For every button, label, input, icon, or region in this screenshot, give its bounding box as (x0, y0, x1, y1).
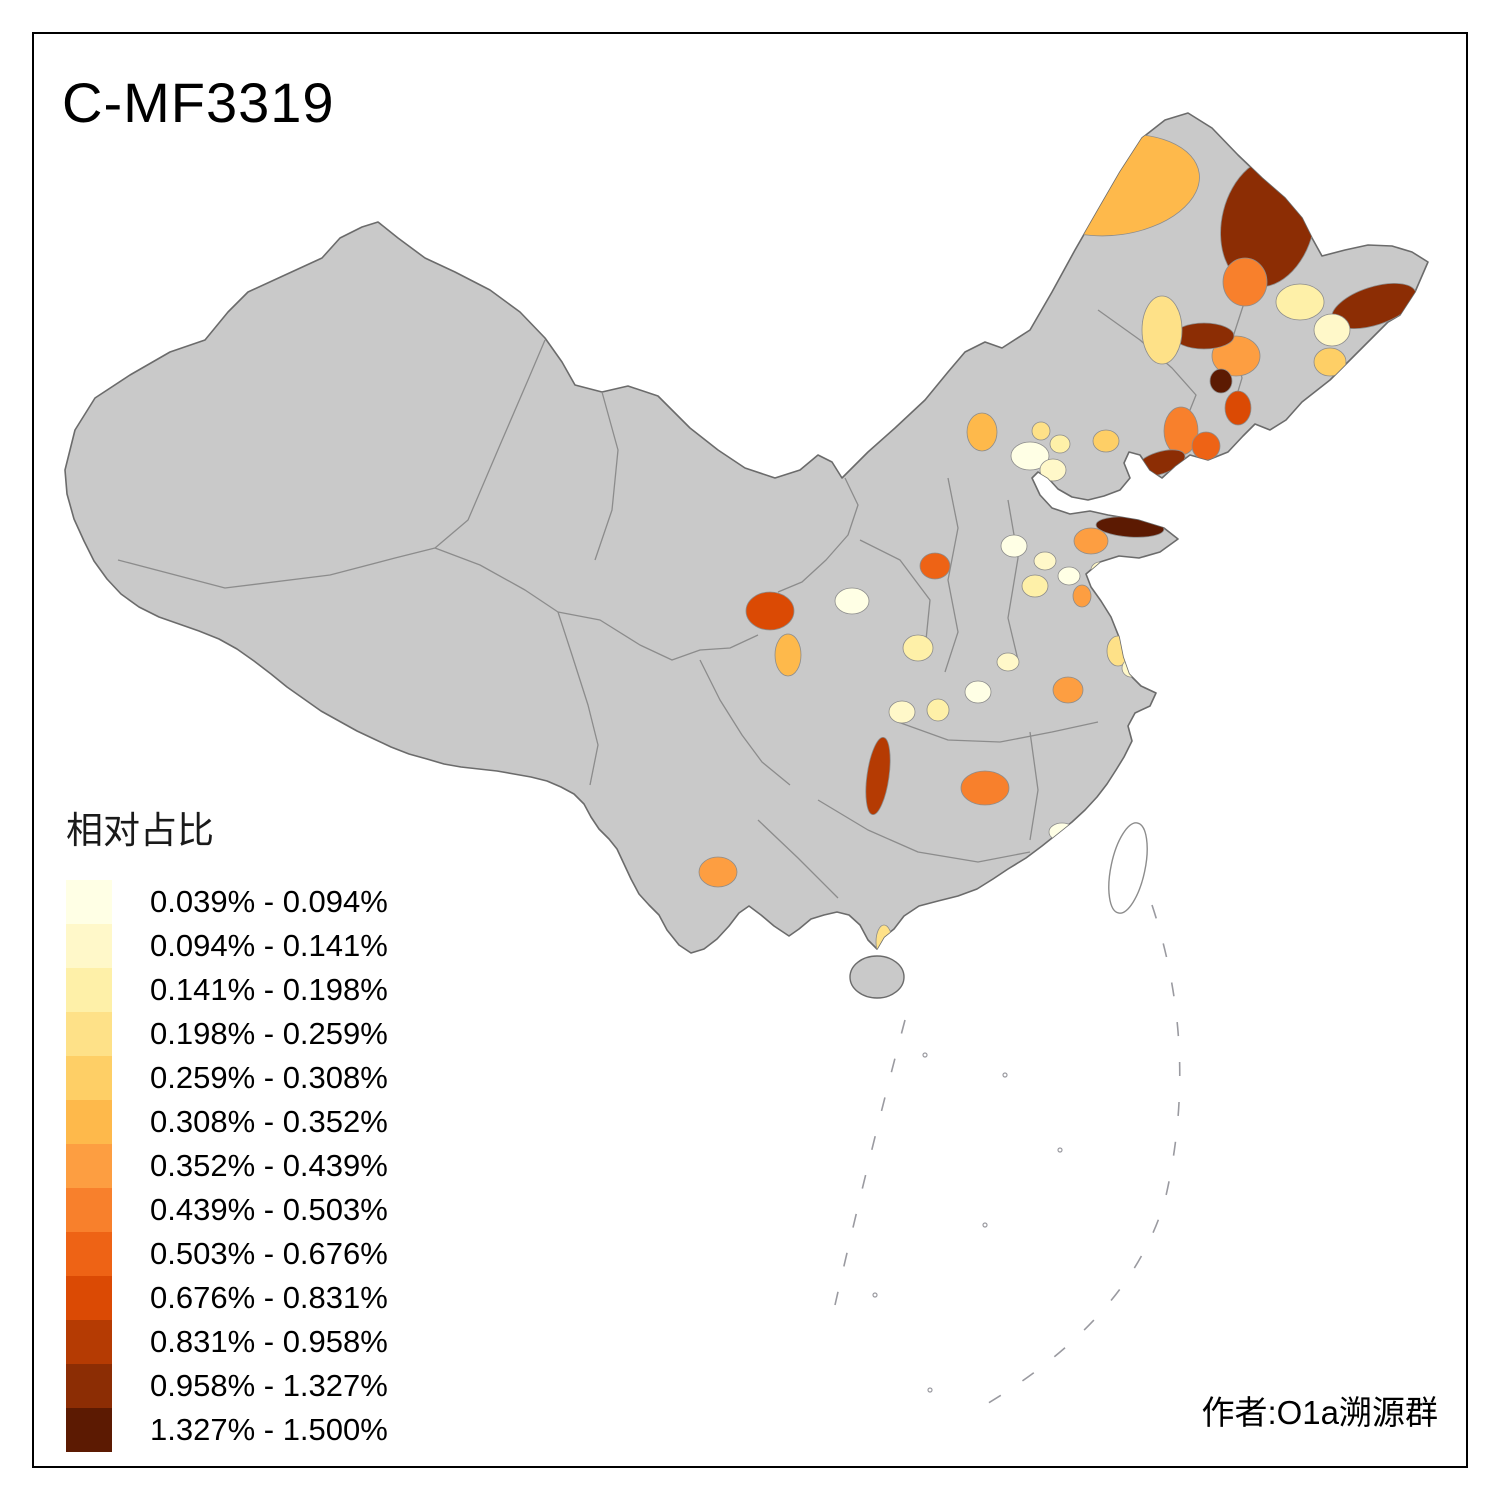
legend-label: 0.352% - 0.439% (150, 1148, 388, 1183)
map-region (866, 390, 894, 434)
legend-swatch (66, 968, 112, 1012)
map-region (1057, 566, 1081, 586)
map-region (1072, 584, 1092, 608)
map-region (1052, 676, 1084, 704)
legend-label: 0.198% - 0.259% (150, 1016, 388, 1051)
map-region (1209, 368, 1233, 394)
map-region (1275, 283, 1325, 321)
legend-swatch (66, 880, 112, 924)
legend-swatch (66, 1188, 112, 1232)
map-region (774, 633, 802, 677)
map-region (1224, 390, 1252, 426)
map-title: C-MF3319 (62, 71, 335, 134)
map-region (902, 634, 934, 662)
map-region (1191, 431, 1221, 461)
legend-swatch (66, 1100, 112, 1144)
legend-label: 0.831% - 0.958% (150, 1324, 388, 1359)
map-region (964, 680, 992, 704)
legend-items: 0.039% - 0.094% 0.094% - 0.141% 0.141% - 0… (66, 880, 486, 1452)
legend-swatch (66, 1144, 112, 1188)
legend-title: 相对占比 (66, 810, 214, 851)
legend-swatch (66, 1364, 112, 1408)
legend-label: 0.958% - 1.327% (150, 1368, 388, 1403)
map-region (1173, 322, 1235, 350)
legend-item: 1.327% - 1.500% (66, 1408, 486, 1452)
legend-item: 0.503% - 0.676% (66, 1232, 486, 1276)
map-region (966, 412, 998, 452)
legend-item: 0.958% - 1.327% (66, 1364, 486, 1408)
legend-label: 1.327% - 1.500% (150, 1412, 388, 1447)
legend-item: 0.831% - 0.958% (66, 1320, 486, 1364)
map-region (865, 736, 891, 816)
legend-label: 0.039% - 0.094% (150, 884, 388, 919)
legend-item: 0.198% - 0.259% (66, 1012, 486, 1056)
legend-label: 0.676% - 0.831% (150, 1280, 388, 1315)
legend: 相对占比 0.039% - 0.094% 0.094% - 0.141% 0.141… (66, 800, 486, 1452)
legend-item: 0.141% - 0.198% (66, 968, 486, 1012)
map-region (1090, 561, 1110, 579)
map-region (919, 552, 951, 580)
map-region (834, 587, 870, 615)
attribution-text: 作者:O1a溯源群 (1201, 1394, 1438, 1431)
legend-swatch (66, 1056, 112, 1100)
legend-swatch (66, 1408, 112, 1452)
legend-item: 0.352% - 0.439% (66, 1144, 486, 1188)
map-region (875, 924, 893, 953)
map-region (1000, 534, 1028, 558)
legend-item: 0.039% - 0.094% (66, 880, 486, 924)
map-region (1039, 458, 1067, 482)
map-region (1092, 429, 1120, 453)
legend-label: 0.259% - 0.308% (150, 1060, 388, 1095)
map-region (1313, 347, 1347, 377)
legend-swatch (66, 1232, 112, 1276)
map-region (1049, 434, 1071, 454)
legend-item: 0.676% - 0.831% (66, 1276, 486, 1320)
south-sea-islets (872, 1052, 1063, 1393)
hainan-island (849, 955, 905, 999)
map-region (698, 856, 738, 888)
legend-label: 0.308% - 0.352% (150, 1104, 388, 1139)
map-region (926, 698, 950, 722)
map-region (1141, 295, 1183, 365)
legend-label: 0.439% - 0.503% (150, 1192, 388, 1227)
map-region (745, 591, 795, 631)
map-region (1010, 441, 1050, 471)
map-region (1021, 574, 1049, 598)
legend-label: 0.503% - 0.676% (150, 1236, 388, 1271)
legend-item: 0.308% - 0.352% (66, 1100, 486, 1144)
legend-item: 0.259% - 0.308% (66, 1056, 486, 1100)
nine-dash-line (979, 904, 1181, 1409)
legend-label: 0.094% - 0.141% (150, 928, 388, 963)
map-region (1106, 635, 1130, 667)
legend-swatch (66, 1012, 112, 1056)
map-region (1222, 257, 1268, 307)
map-region (1031, 421, 1051, 441)
nine-dash-line-west (834, 1019, 906, 1306)
map-region (1313, 313, 1351, 347)
legend-item: 0.439% - 0.503% (66, 1188, 486, 1232)
taiwan-island (1108, 822, 1148, 914)
legend-item: 0.094% - 0.141% (66, 924, 486, 968)
map-region (996, 652, 1020, 672)
map-region (1033, 551, 1057, 571)
map-region (960, 770, 1010, 806)
legend-swatch (66, 1320, 112, 1364)
province-borders (117, 299, 1246, 899)
map-region (888, 700, 916, 724)
legend-label: 0.141% - 0.198% (150, 972, 388, 1007)
map-region (1073, 527, 1109, 555)
legend-swatch (66, 924, 112, 968)
legend-swatch (66, 1276, 112, 1320)
